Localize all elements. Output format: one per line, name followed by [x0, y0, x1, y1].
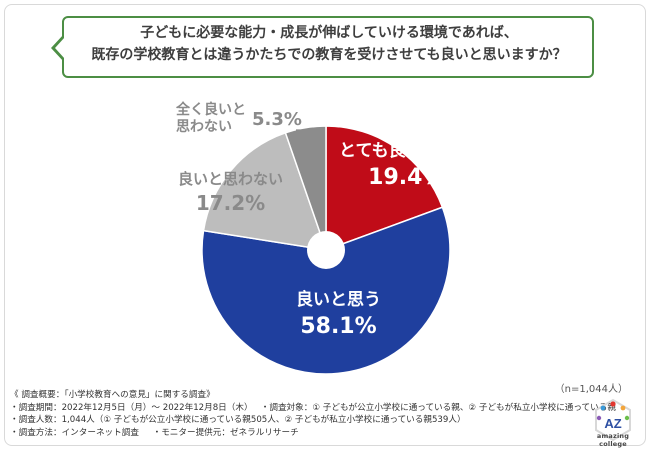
question-line-2: 既存の学校教育とは違うかたちでの教育を受けさせても良いと思いますか？ [91, 47, 567, 63]
slice-label-good: 良いと思う 58.1% [296, 285, 381, 339]
question-line-1: 子どもに必要な能力・成長が伸ばしていける環境であれば、 [140, 25, 518, 41]
notes-count: ・調査人数：1,044人（① 子どもが公立小学校に通っている親505人、② 子ど… [10, 415, 466, 425]
slice-label-very-good: とても良いと思う 19.4% [339, 136, 474, 190]
slice-value-not-at-all: 5.3% [252, 108, 302, 130]
notes-row-3: ・調査方法：インターネット調査 ・モニター提供元：ゼネラルリサーチ [10, 427, 616, 440]
survey-notes: 《 調査概要：「小学校教育への意見」に関する調査》 ・調査期間：2022年12月… [10, 389, 616, 439]
logo-wordmark: amazing college [596, 432, 630, 448]
slice-value-very-good: 19.4% [368, 165, 445, 190]
slice-value-good: 58.1% [300, 314, 377, 339]
slice-very-good [325, 125, 444, 252]
amazing-college-logo-icon: AZ [595, 398, 631, 442]
slice-not-at-all [284, 125, 327, 251]
notes-period: ・調査期間：2022年12月5日（月）～ 2022年12月8日（木） [10, 402, 253, 413]
question-text: 子どもに必要な能力・成長が伸ばしていける環境であれば、 既存の学校教育とは違うか… [70, 22, 588, 66]
notes-title: 《 調査概要：「小学校教育への意見」に関する調査》 [10, 390, 215, 400]
notes-row-1: ・調査期間：2022年12月5日（月）～ 2022年12月8日（木） ・調査対象… [10, 402, 616, 415]
question-bubble [62, 16, 594, 78]
leader-line-not-at-all [296, 129, 308, 144]
slice-name-not-good: 良いと思わない [178, 170, 284, 188]
slice-label-not-at-all: 全く良いと 思わない 5.3% [176, 102, 302, 136]
notes-provider: ・モニター提供元：ゼネラルリサーチ [152, 427, 299, 438]
slice-good [201, 206, 451, 375]
donut-hole [307, 231, 345, 269]
notes-target: ・調査対象：① 子どもが公立小学校に通っている親、② 子どもが私立小学校に通って… [260, 402, 616, 413]
slice-name-very-good: とても良いと思う [339, 141, 474, 161]
chart-frame [4, 4, 646, 446]
slice-value-not-good: 17.2% [195, 191, 266, 215]
slice-name-not-at-all: 全く良いと 思わない [176, 102, 246, 135]
notes-method: ・調査方法：インターネット調査 [10, 427, 139, 438]
logo-letters: AZ [604, 416, 621, 431]
slice-name-good: 良いと思う [296, 290, 381, 310]
sample-size: （n=1,044人） [554, 384, 628, 395]
slice-label-not-good: 良いと思わない 17.2% [178, 168, 283, 215]
question-bubble-tail-inner [55, 37, 65, 59]
